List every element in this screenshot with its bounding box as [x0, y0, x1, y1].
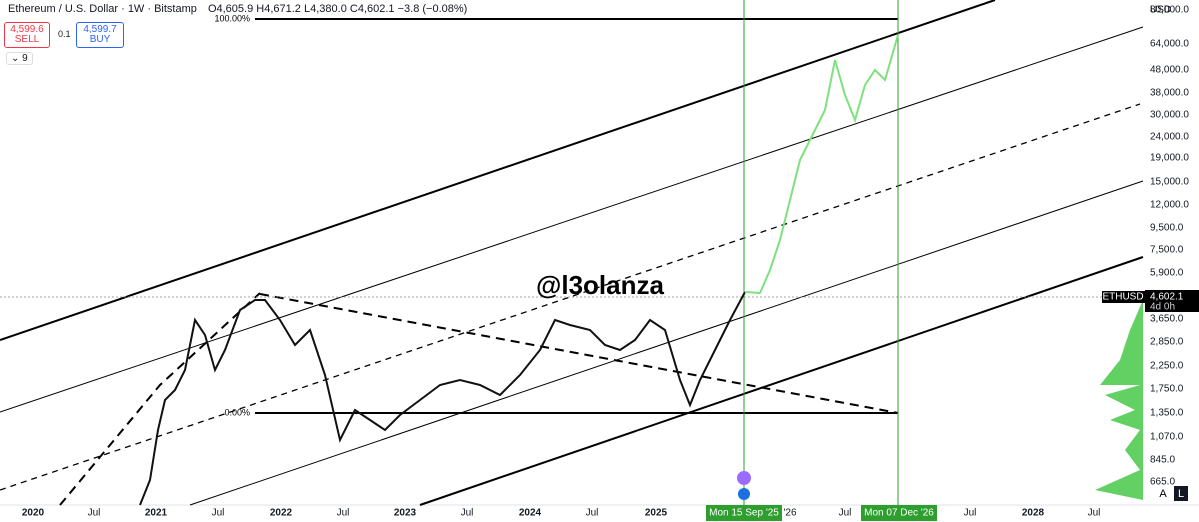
time-marker: Mon 15 Sep '25	[709, 508, 779, 519]
buy-button[interactable]: 4,599.7 BUY	[76, 22, 124, 48]
volume-profile	[1095, 300, 1143, 500]
price-label: 64,000.0	[1150, 39, 1189, 50]
time-label: 2028	[1022, 508, 1045, 519]
buy-label: BUY	[89, 34, 111, 45]
log-button-bg[interactable]	[1174, 486, 1188, 501]
marker-bg	[706, 505, 782, 521]
log-button[interactable]: L	[1178, 488, 1184, 500]
time-label: Jul	[964, 508, 977, 519]
time-label: 2023	[394, 508, 417, 519]
time-label: Jul	[1088, 508, 1101, 519]
event-icon[interactable]	[738, 488, 750, 500]
last-price-bg	[1145, 290, 1199, 312]
sell-button[interactable]: 4,599.6 SELL	[4, 22, 50, 48]
time-label: 2020	[22, 508, 45, 519]
time-label: '26	[783, 508, 796, 519]
title: Ethereum / U.S. Dollar · 1W · Bitstamp	[8, 3, 197, 15]
price-label: 24,000.0	[1150, 132, 1189, 143]
price-label: 12,000.0	[1150, 200, 1189, 211]
countdown: 4d 0h	[1150, 302, 1175, 313]
time-label: Jul	[586, 508, 599, 519]
price-label: 1,350.0	[1150, 408, 1184, 419]
price-label: 2,850.0	[1150, 337, 1184, 348]
event-icon[interactable]	[737, 471, 751, 485]
price-label: 30,000.0	[1150, 110, 1189, 121]
ohlc: C4,602.1	[349, 3, 395, 15]
marker-bg	[861, 505, 937, 521]
price-axis-bg	[1143, 0, 1199, 505]
fib-label: 0.00%	[224, 407, 250, 417]
price-history	[139, 291, 746, 506]
time-label: Jul	[212, 508, 225, 519]
ohlc: O4,605.9	[207, 3, 254, 15]
ohlc: −3.8 (−0.08%)	[397, 3, 468, 15]
ohlc: L4,380.0	[304, 3, 347, 15]
fib-label: 100.00%	[214, 13, 250, 23]
time-label: Jul	[88, 508, 101, 519]
buy-price: 4,599.7	[83, 24, 117, 35]
symbol-tag-bg	[1102, 291, 1145, 303]
price-label: 9,500.0	[1150, 223, 1184, 234]
price-projection	[744, 34, 899, 295]
price-label: 3,650.0	[1150, 314, 1184, 325]
price-label: 38,000.0	[1150, 88, 1189, 99]
auto-button[interactable]: A	[1159, 488, 1167, 500]
header-title: Ethereum / U.S. Dollar · 1W · Bitstamp O…	[8, 3, 467, 15]
trend-lines	[0, 0, 1144, 506]
indicator-count: 9	[22, 53, 28, 64]
price-label: 1,070.0	[1150, 432, 1184, 443]
price-label: 2,250.0	[1150, 361, 1184, 372]
price-label: 665.0	[1150, 477, 1175, 488]
time-label: 2022	[270, 508, 293, 519]
price-label: 48,000.0	[1150, 65, 1189, 76]
spread: 0.1	[58, 29, 71, 39]
ohlc: H4,671.2	[256, 3, 301, 15]
price-label: 15,000.0	[1150, 177, 1189, 188]
time-label: Jul	[337, 508, 350, 519]
price-label: 80,000.0	[1150, 5, 1189, 16]
price-label: 5,900.0	[1150, 268, 1184, 279]
watermark: @l3olanza	[536, 270, 664, 300]
currency: USD	[1150, 5, 1171, 16]
time-marker: Mon 07 Dec '26	[864, 508, 934, 519]
time-label: Jul	[461, 508, 474, 519]
price-label: 845.0	[1150, 455, 1175, 466]
time-label: 2021	[145, 508, 168, 519]
last-price: 4,602.1	[1150, 292, 1184, 303]
time-label: 2025	[645, 508, 668, 519]
price-label: 19,000.0	[1150, 153, 1189, 164]
time-label: Jul	[839, 508, 852, 519]
time-label: 2024	[519, 508, 542, 519]
indicator-toggle[interactable]: ⌄ 9	[6, 52, 33, 65]
sell-price: 4,599.6	[10, 24, 44, 35]
price-label: 7,500.0	[1150, 245, 1184, 256]
symbol-tag: ETHUSD	[1102, 292, 1143, 303]
price-label: 1,750.0	[1150, 384, 1184, 395]
sell-label: SELL	[14, 34, 40, 45]
